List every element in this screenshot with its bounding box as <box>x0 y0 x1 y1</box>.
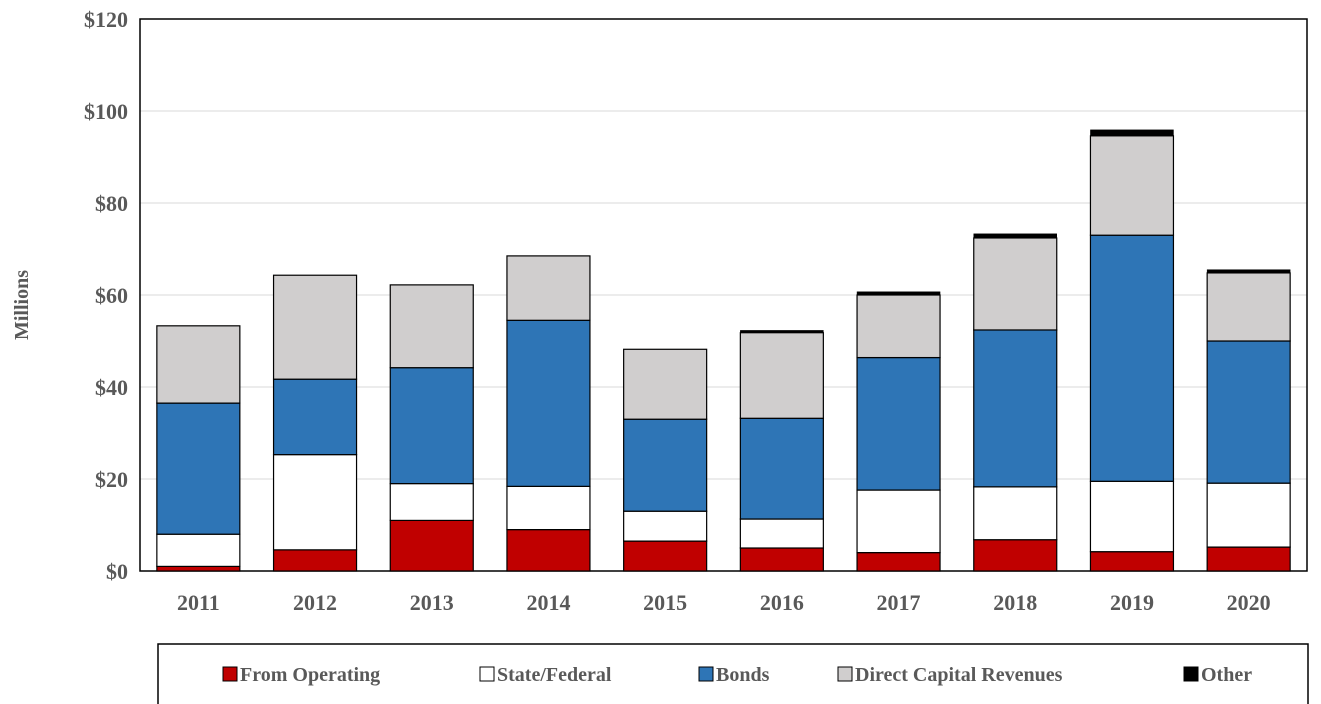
bar-stack-2011 <box>156 325 241 572</box>
bar-segment-state-federal <box>623 510 708 542</box>
bar-segment-direct-capital-revenues <box>1089 135 1175 236</box>
bar-segment-other <box>1206 269 1291 274</box>
bar-segment-bonds <box>506 319 591 487</box>
legend-label: From Operating <box>240 664 380 686</box>
legend-label: Bonds <box>716 664 770 686</box>
bar-stack-2016 <box>739 330 824 572</box>
bar-segment-from-operating <box>739 547 824 572</box>
x-tick-label: 2014 <box>526 590 570 615</box>
bar-segment-from-operating <box>272 549 358 572</box>
bar-segment-other <box>973 233 1057 239</box>
y-tick-label: $60 <box>95 283 128 308</box>
bar-segment-direct-capital-revenues <box>506 255 591 321</box>
bar-segment-bonds <box>623 418 708 512</box>
bar-stack-2014 <box>506 255 591 572</box>
bar-stack-2013 <box>389 284 474 572</box>
legend-label: State/Federal <box>497 664 612 686</box>
x-tick-label: 2011 <box>177 590 220 615</box>
bar-segment-from-operating <box>389 519 474 572</box>
legend-label: Other <box>1201 664 1252 686</box>
bar-segment-bonds <box>389 367 474 485</box>
bar-segment-direct-capital-revenues <box>973 237 1058 331</box>
bar-segment-other <box>856 291 941 296</box>
legend-item: From Operating <box>222 664 380 686</box>
bar-segment-from-operating <box>623 540 708 572</box>
bar-segment-from-operating <box>973 539 1058 572</box>
bar-stack-2019 <box>1089 129 1175 572</box>
bar-segment-state-federal <box>156 533 241 568</box>
plot-area-border <box>139 18 1308 572</box>
stacked-bars <box>156 129 1291 572</box>
bar-stack-2020 <box>1206 269 1291 572</box>
y-tick-label: $40 <box>95 375 128 400</box>
bar-stack-2015 <box>623 348 708 572</box>
bar-segment-state-federal <box>389 483 474 522</box>
bar-segment-from-operating <box>156 565 241 572</box>
bar-segment-bonds <box>739 417 824 520</box>
plot-frame <box>139 18 1308 572</box>
legend-swatch <box>1183 666 1199 682</box>
legend-items: From Operating State/Federal Bonds Direct C… <box>222 664 1252 686</box>
x-tick-label: 2016 <box>760 590 804 615</box>
x-tick-label: 2012 <box>293 590 337 615</box>
bar-segment-other <box>740 330 824 333</box>
bar-segment-bonds <box>973 329 1058 488</box>
bar-segment-direct-capital-revenues <box>156 325 241 404</box>
x-tick-label: 2013 <box>410 590 454 615</box>
bar-segment-bonds <box>156 402 241 535</box>
x-tick-label: 2018 <box>993 590 1037 615</box>
legend-item: Other <box>1183 664 1252 686</box>
bar-segment-from-operating <box>856 551 941 572</box>
bar-segment-other <box>1090 129 1174 137</box>
legend: From Operating State/Federal Bonds Direct C… <box>157 643 1309 704</box>
bar-segment-bonds <box>1206 340 1291 484</box>
legend-swatch <box>222 666 238 682</box>
bar-stack-2018 <box>973 233 1058 572</box>
legend-item: Direct Capital Revenues <box>837 664 1063 686</box>
y-tick-label: $120 <box>84 7 128 32</box>
bar-segment-bonds <box>856 356 941 491</box>
y-axis-tick-labels: $0 $20 $40 $60 $80 $100 $120 <box>84 7 128 584</box>
bar-segment-state-federal <box>506 485 591 531</box>
bar-stack-2012 <box>272 274 358 572</box>
bar-segment-direct-capital-revenues <box>856 294 941 359</box>
bar-segment-direct-capital-revenues <box>272 274 358 380</box>
bar-segment-from-operating <box>1206 546 1291 572</box>
legend-label: Direct Capital Revenues <box>855 664 1063 686</box>
bar-stack-2017 <box>856 291 941 572</box>
y-tick-label: $100 <box>84 99 128 124</box>
y-tick-label: $20 <box>95 467 128 492</box>
bar-segment-direct-capital-revenues <box>389 284 474 369</box>
x-axis-tick-labels: 2011 2012 2013 2014 2015 2016 2017 2018 2019 2020 <box>177 590 1271 615</box>
bar-segment-state-federal <box>739 518 824 549</box>
bar-segment-state-federal <box>1089 480 1175 553</box>
x-tick-label: 2017 <box>877 590 921 615</box>
legend-box <box>157 643 1309 704</box>
legend-item: State/Federal <box>479 664 612 686</box>
bar-segment-direct-capital-revenues <box>739 332 824 419</box>
bar-segment-state-federal <box>1206 482 1291 548</box>
y-tick-label: $0 <box>106 559 128 584</box>
bar-segment-from-operating <box>506 528 591 572</box>
y-tick-label: $80 <box>95 191 128 216</box>
bar-segment-direct-capital-revenues <box>1206 272 1291 342</box>
bar-segment-from-operating <box>1089 551 1175 572</box>
bar-segment-state-federal <box>272 454 358 551</box>
legend-item: Bonds <box>698 664 770 686</box>
bar-segment-direct-capital-revenues <box>623 348 708 420</box>
legend-swatch <box>479 666 495 682</box>
x-tick-label: 2019 <box>1110 590 1154 615</box>
bar-segment-bonds <box>272 378 358 456</box>
y-axis-title: Millions <box>11 270 33 340</box>
bar-segment-bonds <box>1089 234 1175 482</box>
legend-swatch <box>698 666 714 682</box>
bar-segment-state-federal <box>856 489 941 554</box>
bar-segment-state-federal <box>973 486 1058 541</box>
x-tick-label: 2015 <box>643 590 687 615</box>
legend-swatch <box>837 666 853 682</box>
x-tick-label: 2020 <box>1227 590 1271 615</box>
